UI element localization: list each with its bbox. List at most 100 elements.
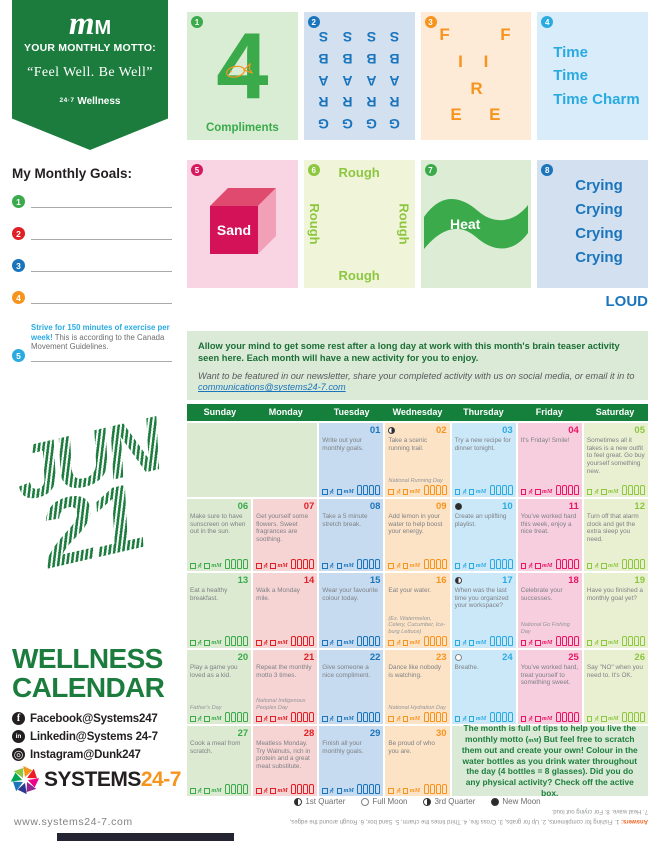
calendar-cell-21[interactable]: 21 Repeat the monthly motto 3 times. Natio… — [253, 650, 318, 724]
water-bottle-icon[interactable] — [573, 636, 579, 646]
water-bottle-icon[interactable] — [363, 784, 369, 794]
water-bottle-icon[interactable] — [573, 559, 579, 569]
water-bottle-icon[interactable] — [237, 712, 243, 722]
calendar-cell-17[interactable]: 17 When was the last time you organized y… — [451, 573, 516, 648]
water-bottle-icon[interactable] — [429, 712, 435, 722]
calendar-cell-30[interactable]: 30 Be proud of who you are. mM — [385, 726, 450, 796]
water-bottle-icon[interactable] — [495, 636, 501, 646]
water-bottle-icon[interactable] — [231, 784, 237, 794]
water-bottle-icon[interactable] — [555, 559, 561, 569]
email-link[interactable]: communications@systems24-7.com — [198, 382, 346, 393]
active-checkbox[interactable] — [256, 562, 262, 569]
water-bottle-icon[interactable] — [429, 636, 435, 646]
water-bottle-icon[interactable] — [561, 559, 567, 569]
water-bottle-icon[interactable] — [423, 559, 429, 569]
water-bottle-icon[interactable] — [489, 636, 495, 646]
calendar-cell-22[interactable]: 22 Give someone a nice compliment. mM — [319, 650, 384, 724]
active-checkbox[interactable] — [388, 715, 395, 722]
water-bottle-icon[interactable] — [429, 784, 435, 794]
calendar-cell-25[interactable]: 25 You've worked hard, treat yourself to … — [517, 650, 582, 724]
water-bottle-icon[interactable] — [309, 784, 315, 794]
water-bottle-icon[interactable] — [297, 712, 303, 722]
active-checkbox[interactable] — [454, 488, 461, 495]
goal-input-line[interactable] — [31, 295, 172, 304]
water-bottle-icon[interactable] — [363, 712, 369, 722]
water-bottle-icon[interactable] — [567, 559, 573, 569]
calendar-cell-07[interactable]: 07 Get yourself some flowers. Sweet fragr… — [253, 499, 318, 571]
social-link-facebook[interactable]: f Facebook@Systems247 — [12, 712, 182, 725]
water-bottle-icon[interactable] — [640, 712, 645, 722]
water-bottle-icon[interactable] — [640, 559, 645, 569]
active-checkbox[interactable] — [322, 639, 328, 646]
calendar-cell-19[interactable]: 19 Have you finished a monthly goal yet? m… — [583, 573, 648, 648]
water-bottle-icon[interactable] — [297, 559, 303, 569]
water-bottle-icon[interactable] — [303, 784, 309, 794]
water-bottle-icon[interactable] — [555, 485, 561, 495]
active-checkbox[interactable] — [256, 715, 262, 722]
water-bottle-icon[interactable] — [567, 636, 573, 646]
active-checkbox[interactable] — [190, 787, 196, 794]
water-bottle-icon[interactable] — [640, 636, 645, 646]
water-bottle-icon[interactable] — [423, 784, 429, 794]
water-bottle-icon[interactable] — [363, 636, 369, 646]
motto-checkbox[interactable] — [601, 639, 607, 646]
water-bottle-icon[interactable] — [507, 636, 513, 646]
water-bottle-icon[interactable] — [225, 784, 231, 794]
calendar-cell-08[interactable]: 08 Take a 5 minute stretch break. mM — [319, 499, 384, 571]
active-checkbox[interactable] — [190, 639, 196, 646]
water-bottle-icon[interactable] — [303, 559, 309, 569]
water-bottle-icon[interactable] — [291, 784, 297, 794]
calendar-cell-15[interactable]: 15 Wear your favourite colour today. mM — [319, 573, 384, 648]
water-bottle-icon[interactable] — [243, 712, 249, 722]
water-bottle-icon[interactable] — [375, 559, 381, 569]
motto-checkbox[interactable] — [270, 787, 276, 794]
goal-input-line[interactable] — [31, 231, 172, 240]
water-bottle-icon[interactable] — [291, 559, 297, 569]
social-link-instagram[interactable]: ◎ Instagram@Dunk247 — [12, 748, 182, 761]
water-bottle-icon[interactable] — [501, 559, 507, 569]
motto-checkbox[interactable] — [336, 787, 343, 794]
goal-input-line[interactable] — [31, 353, 172, 363]
water-bottle-icon[interactable] — [357, 485, 363, 495]
motto-checkbox[interactable] — [204, 562, 210, 569]
active-checkbox[interactable] — [520, 639, 527, 646]
water-bottle-icon[interactable] — [357, 636, 363, 646]
water-bottle-icon[interactable] — [303, 712, 309, 722]
active-checkbox[interactable] — [586, 715, 593, 722]
calendar-cell-20[interactable]: 20 Play a game you loved as a kid. Father'… — [187, 650, 252, 724]
water-bottle-icon[interactable] — [375, 636, 381, 646]
active-checkbox[interactable] — [190, 562, 196, 569]
motto-checkbox[interactable] — [534, 562, 541, 569]
active-checkbox[interactable] — [322, 488, 328, 495]
water-bottle-icon[interactable] — [507, 485, 513, 495]
calendar-cell-13[interactable]: 13 Eat a healthy breakfast. mM — [187, 573, 252, 648]
water-bottle-icon[interactable] — [237, 784, 243, 794]
water-bottle-icon[interactable] — [435, 559, 441, 569]
water-bottle-icon[interactable] — [243, 636, 249, 646]
water-bottle-icon[interactable] — [628, 712, 633, 722]
active-checkbox[interactable] — [520, 488, 527, 495]
water-bottle-icon[interactable] — [622, 636, 627, 646]
active-checkbox[interactable] — [322, 562, 328, 569]
water-bottle-icon[interactable] — [441, 559, 447, 569]
water-bottle-icon[interactable] — [628, 559, 633, 569]
water-bottle-icon[interactable] — [435, 636, 441, 646]
active-checkbox[interactable] — [454, 639, 461, 646]
water-bottle-icon[interactable] — [237, 559, 243, 569]
water-bottle-icon[interactable] — [303, 636, 309, 646]
calendar-cell-23[interactable]: 23 Dance like nobody is watching. National… — [385, 650, 450, 724]
motto-checkbox[interactable] — [601, 488, 607, 495]
water-bottle-icon[interactable] — [237, 636, 243, 646]
motto-checkbox[interactable] — [204, 787, 210, 794]
water-bottle-icon[interactable] — [501, 712, 507, 722]
calendar-cell-24[interactable]: 24 Breathe. mM — [451, 650, 516, 724]
water-bottle-icon[interactable] — [369, 636, 375, 646]
water-bottle-icon[interactable] — [622, 559, 627, 569]
water-bottle-icon[interactable] — [231, 712, 237, 722]
water-bottle-icon[interactable] — [369, 485, 375, 495]
water-bottle-icon[interactable] — [429, 559, 435, 569]
water-bottle-icon[interactable] — [369, 559, 375, 569]
calendar-cell-04[interactable]: 04 It's Friday! Smile! mM — [517, 423, 582, 497]
active-checkbox[interactable] — [256, 787, 262, 794]
calendar-cell-01[interactable]: 01 Write out your monthly goals. mM — [319, 423, 384, 497]
